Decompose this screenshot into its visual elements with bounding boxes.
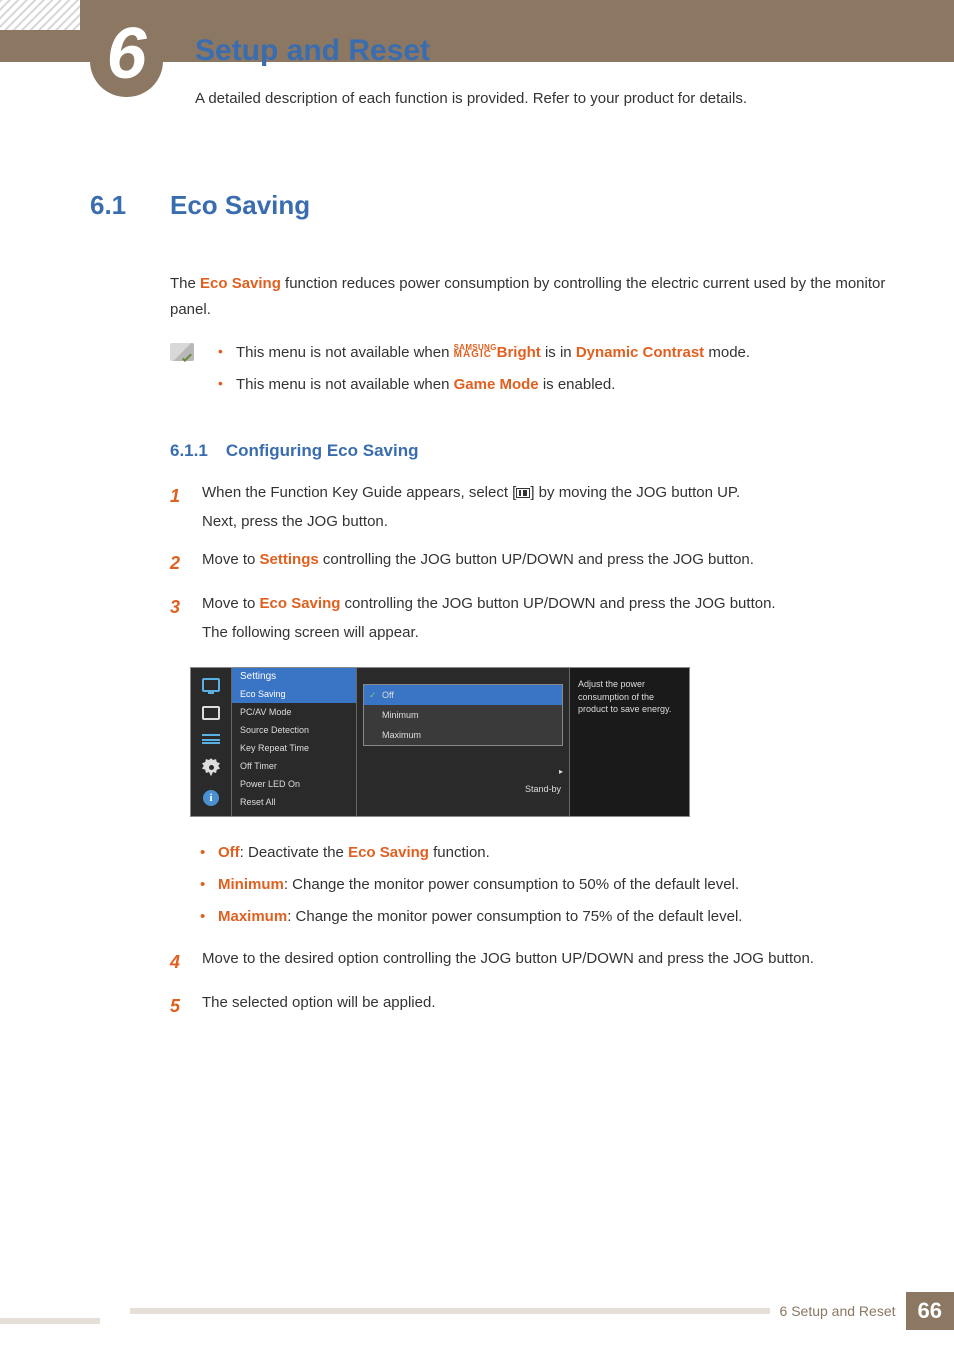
chapter-subtitle: A detailed description of each function … bbox=[195, 90, 747, 107]
menu-icon bbox=[516, 488, 530, 498]
osd-menu-item: PC/AV Mode bbox=[232, 703, 356, 721]
note-item: This menu is not available when SAMSUNGM… bbox=[218, 340, 750, 366]
step-row: 3 Move to Eco Saving controlling the JOG… bbox=[170, 590, 894, 647]
step-row: 5 The selected option will be applied. bbox=[170, 989, 894, 1023]
option-desc-item: Maximum: Change the monitor power consum… bbox=[200, 905, 894, 929]
footer-rule bbox=[130, 1308, 770, 1314]
subsection-heading: 6.1.1 Configuring Eco Saving bbox=[170, 441, 894, 461]
option-desc-item: Minimum: Change the monitor power consum… bbox=[200, 873, 894, 897]
osd-submenu-arrow-icon: ▸ bbox=[559, 767, 563, 776]
step-number: 3 bbox=[170, 590, 202, 647]
steps-list: 1 When the Function Key Guide appears, s… bbox=[170, 479, 894, 647]
step-row: 4 Move to the desired option controlling… bbox=[170, 945, 894, 979]
step-row: 1 When the Function Key Guide appears, s… bbox=[170, 479, 894, 536]
step-number: 2 bbox=[170, 546, 202, 580]
osd-menu-item: Key Repeat Time bbox=[232, 739, 356, 757]
note-block: This menu is not available when SAMSUNGM… bbox=[170, 340, 894, 403]
subsection-title: Configuring Eco Saving bbox=[226, 441, 419, 461]
step-number: 4 bbox=[170, 945, 202, 979]
page-footer: 6 Setup and Reset 66 bbox=[130, 1292, 954, 1330]
osd-menu-item: Reset All bbox=[232, 793, 356, 811]
osd-value-column: Off Minimum Maximum ▸ Stand-by bbox=[356, 668, 569, 816]
section-number: 6.1 bbox=[90, 190, 170, 221]
osd-menu-column: Settings Eco Saving PC/AV Mode Source De… bbox=[231, 668, 356, 816]
osd-menu-item: Off Timer bbox=[232, 757, 356, 775]
note-item: This menu is not available when Game Mod… bbox=[218, 372, 750, 398]
section-heading: 6.1 Eco Saving bbox=[90, 190, 894, 221]
osd-screenshot: i Settings Eco Saving PC/AV Mode Source … bbox=[190, 667, 894, 817]
osd-hint-panel: Adjust the power consumption of the prod… bbox=[569, 668, 689, 816]
chapter-number: 6 bbox=[106, 26, 146, 84]
osd-option: Off bbox=[364, 685, 562, 705]
hatching-decor bbox=[0, 0, 80, 30]
osd-icon-rail: i bbox=[191, 668, 231, 816]
lines-icon bbox=[202, 734, 220, 744]
eco-saving-hl: Eco Saving bbox=[200, 275, 281, 292]
chapter-title: Setup and Reset bbox=[195, 34, 430, 68]
step-number: 5 bbox=[170, 989, 202, 1023]
steps-list-cont: 4 Move to the desired option controlling… bbox=[170, 945, 894, 1023]
page-number: 66 bbox=[906, 1292, 954, 1330]
step-number: 1 bbox=[170, 479, 202, 536]
screen-icon bbox=[202, 678, 220, 692]
osd-menu-item: Source Detection bbox=[232, 721, 356, 739]
osd-option: Minimum bbox=[364, 705, 562, 725]
info-icon: i bbox=[203, 790, 219, 806]
step-row: 2 Move to Settings controlling the JOG b… bbox=[170, 546, 894, 580]
footer-rule-left bbox=[0, 1318, 100, 1324]
section-intro: The Eco Saving function reduces power co… bbox=[170, 271, 894, 322]
page-content: 6.1 Eco Saving The Eco Saving function r… bbox=[0, 190, 954, 1034]
frame-icon bbox=[202, 706, 220, 720]
section-title: Eco Saving bbox=[170, 190, 310, 221]
chapter-badge: 6 bbox=[90, 12, 163, 97]
subsection-number: 6.1.1 bbox=[170, 441, 208, 461]
osd-dropdown: Off Minimum Maximum bbox=[363, 684, 563, 746]
osd-option: Maximum bbox=[364, 725, 562, 745]
note-icon bbox=[170, 343, 194, 361]
osd-menu-item: Eco Saving bbox=[232, 685, 356, 703]
osd-header: Settings bbox=[232, 668, 356, 685]
gear-icon bbox=[202, 758, 220, 776]
osd-menu-item: Power LED On bbox=[232, 775, 356, 793]
osd-standby-value: Stand-by bbox=[525, 784, 561, 794]
option-descriptions: Off: Deactivate the Eco Saving function.… bbox=[200, 841, 894, 929]
option-desc-item: Off: Deactivate the Eco Saving function. bbox=[200, 841, 894, 865]
footer-text: 6 Setup and Reset bbox=[780, 1303, 896, 1319]
